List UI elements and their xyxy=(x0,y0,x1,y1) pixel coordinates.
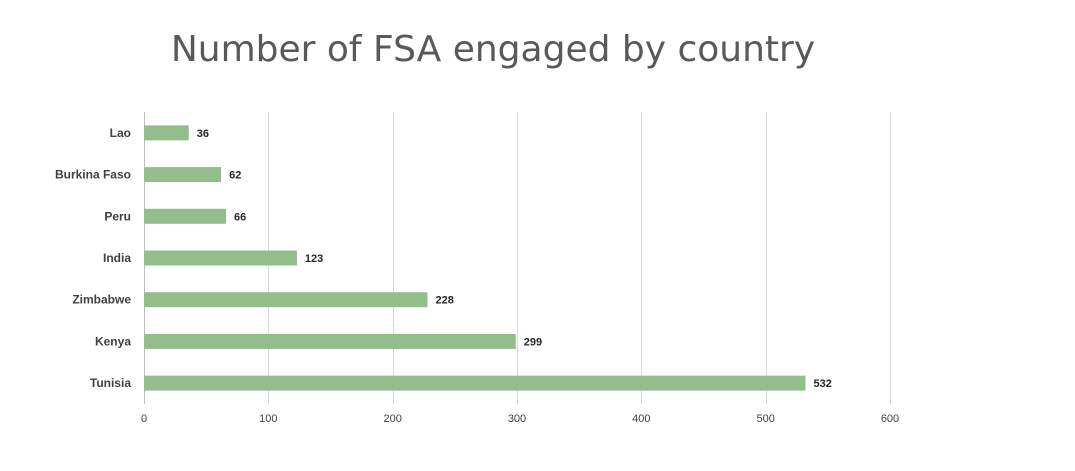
data-label: 299 xyxy=(524,336,542,348)
bar-tunisia xyxy=(144,375,806,391)
bars xyxy=(144,125,806,391)
data-label: 532 xyxy=(813,378,831,390)
category-label: Burkina Faso xyxy=(55,168,131,182)
category-label: Zimbabwe xyxy=(72,293,131,307)
category-label: Kenya xyxy=(95,334,131,348)
x-tick-label: 100 xyxy=(259,413,277,425)
x-axis-ticks: 0 100 200 300 400 500 600 xyxy=(141,413,899,425)
data-labels: 36 62 66 123 228 299 532 xyxy=(197,128,832,390)
x-tick-label: 300 xyxy=(508,413,526,425)
data-label: 66 xyxy=(234,211,246,223)
bar-peru xyxy=(144,208,227,224)
bar-burkina-faso xyxy=(144,167,222,183)
bar-zimbabwe xyxy=(144,292,428,308)
gridlines xyxy=(144,112,891,404)
x-tick-label: 600 xyxy=(881,413,899,425)
category-label: India xyxy=(103,251,131,265)
category-label: Lao xyxy=(110,126,131,140)
category-label: Peru xyxy=(104,209,131,223)
x-tick-label: 0 xyxy=(141,413,147,425)
x-tick-label: 200 xyxy=(383,413,401,425)
data-label: 36 xyxy=(197,128,209,140)
data-label: 62 xyxy=(229,170,241,182)
chart-title: Number of FSA engaged by country xyxy=(171,29,815,70)
bar-lao xyxy=(144,125,189,141)
x-tick-label: 500 xyxy=(756,413,774,425)
category-label: Tunisia xyxy=(90,376,131,390)
data-label: 123 xyxy=(305,253,323,265)
x-tick-label: 400 xyxy=(632,413,650,425)
bar-kenya xyxy=(144,333,516,349)
category-labels: Lao Burkina Faso Peru India Zimbabwe Kenya Tun… xyxy=(55,126,131,390)
bar-india xyxy=(144,250,297,266)
data-label: 228 xyxy=(435,295,453,307)
